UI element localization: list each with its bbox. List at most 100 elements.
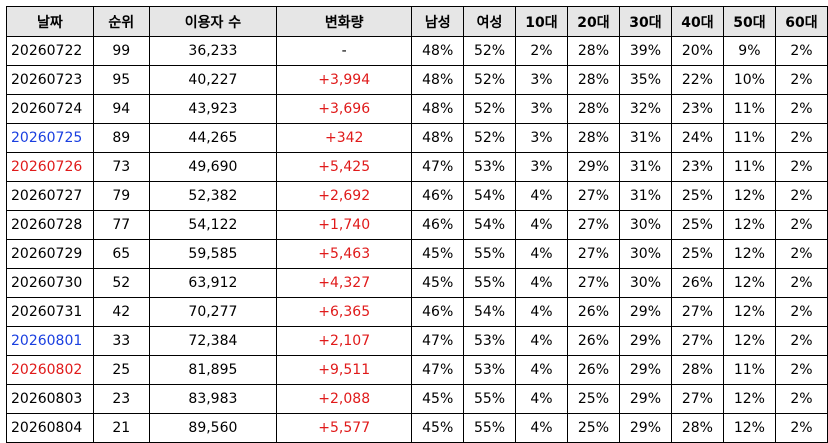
percent-cell: 26% <box>566 297 620 327</box>
percent-cell: 12% <box>722 268 776 298</box>
percent-cell: 4% <box>514 413 568 443</box>
percent-cell: 11% <box>722 355 776 385</box>
percent-cell: 53% <box>463 326 516 356</box>
percent-cell: 53% <box>463 355 516 385</box>
table-row: 20260725 89 44,265 +342 48% 52% 3% 28% 31% 24% 11%… <box>6 123 828 153</box>
percent-cell: 26% <box>566 326 620 356</box>
percent-cell: 4% <box>514 210 568 240</box>
column-header: 50대 <box>722 6 776 37</box>
percent-cell: 4% <box>514 268 568 298</box>
table-row: 20260803 23 83,983 +2,088 45% 55% 4% 25% 29% 27% 1… <box>6 384 828 414</box>
percent-cell: 12% <box>722 413 776 443</box>
column-header: 20대 <box>566 6 620 37</box>
percent-cell: 31% <box>618 181 672 211</box>
percent-cell: 27% <box>670 326 724 356</box>
column-header: 남성 <box>411 6 465 37</box>
percent-cell: 4% <box>514 239 568 269</box>
percent-cell: 39% <box>618 36 672 66</box>
percent-cell: 48% <box>411 94 465 124</box>
user-count-cell: 72,384 <box>148 326 278 356</box>
date-cell: 20260727 <box>6 181 94 211</box>
stats-table-container: 날짜 순위 이용자 수 변화량 남성 여성 10대 20대 30대 40대 50대 60대 20260… <box>6 6 828 443</box>
date-cell: 20260729 <box>6 239 94 269</box>
percent-cell: 4% <box>514 181 568 211</box>
percent-cell: 4% <box>514 355 568 385</box>
rank-cell: 95 <box>92 65 150 95</box>
percent-cell: 26% <box>566 355 620 385</box>
percent-cell: 2% <box>774 326 828 356</box>
user-count-cell: 81,895 <box>148 355 278 385</box>
rank-cell: 73 <box>92 152 150 182</box>
percent-cell: 4% <box>514 384 568 414</box>
percent-cell: 28% <box>566 123 620 153</box>
percent-cell: 2% <box>774 268 828 298</box>
table-row: 20260730 52 63,912 +4,327 45% 55% 4% 27% 30% 26% 1… <box>6 268 828 298</box>
percent-cell: 3% <box>514 123 568 153</box>
change-cell: +342 <box>276 123 413 153</box>
percent-cell: 26% <box>670 268 724 298</box>
percent-cell: 29% <box>618 326 672 356</box>
percent-cell: 11% <box>722 152 776 182</box>
percent-cell: 27% <box>566 181 620 211</box>
percent-cell: 4% <box>514 297 568 327</box>
percent-cell: 52% <box>463 65 516 95</box>
percent-cell: 55% <box>463 413 516 443</box>
percent-cell: 48% <box>411 65 465 95</box>
percent-cell: 9% <box>722 36 776 66</box>
date-cell: 20260724 <box>6 94 94 124</box>
percent-cell: 30% <box>618 268 672 298</box>
user-count-cell: 44,265 <box>148 123 278 153</box>
percent-cell: 28% <box>670 355 724 385</box>
column-header: 변화량 <box>276 6 413 37</box>
daily-user-stats-table: 날짜 순위 이용자 수 변화량 남성 여성 10대 20대 30대 40대 50대 60대 20260… <box>6 6 828 443</box>
percent-cell: 46% <box>411 181 465 211</box>
rank-cell: 79 <box>92 181 150 211</box>
percent-cell: 45% <box>411 268 465 298</box>
percent-cell: 2% <box>774 36 828 66</box>
percent-cell: 2% <box>774 65 828 95</box>
percent-cell: 3% <box>514 65 568 95</box>
date-cell: 20260726 <box>6 152 94 182</box>
percent-cell: 46% <box>411 297 465 327</box>
percent-cell: 28% <box>670 413 724 443</box>
percent-cell: 54% <box>463 210 516 240</box>
user-count-cell: 59,585 <box>148 239 278 269</box>
percent-cell: 2% <box>774 152 828 182</box>
rank-cell: 52 <box>92 268 150 298</box>
change-cell: +3,994 <box>276 65 413 95</box>
percent-cell: 25% <box>566 384 620 414</box>
percent-cell: 47% <box>411 152 465 182</box>
date-cell: 20260801 <box>6 326 94 356</box>
percent-cell: 12% <box>722 384 776 414</box>
percent-cell: 2% <box>774 94 828 124</box>
change-cell: - <box>276 36 413 66</box>
percent-cell: 29% <box>618 355 672 385</box>
percent-cell: 55% <box>463 268 516 298</box>
percent-cell: 27% <box>566 268 620 298</box>
percent-cell: 12% <box>722 181 776 211</box>
date-cell: 20260730 <box>6 268 94 298</box>
percent-cell: 54% <box>463 297 516 327</box>
percent-cell: 53% <box>463 152 516 182</box>
rank-cell: 21 <box>92 413 150 443</box>
percent-cell: 54% <box>463 181 516 211</box>
percent-cell: 11% <box>722 123 776 153</box>
change-cell: +3,696 <box>276 94 413 124</box>
date-cell: 20260802 <box>6 355 94 385</box>
percent-cell: 45% <box>411 413 465 443</box>
percent-cell: 4% <box>514 326 568 356</box>
column-header: 30대 <box>618 6 672 37</box>
percent-cell: 30% <box>618 210 672 240</box>
percent-cell: 55% <box>463 239 516 269</box>
change-cell: +2,107 <box>276 326 413 356</box>
user-count-cell: 36,233 <box>148 36 278 66</box>
percent-cell: 11% <box>722 94 776 124</box>
table-row: 20260804 21 89,560 +5,577 45% 55% 4% 25% 29% 28% 1… <box>6 413 828 443</box>
change-cell: +9,511 <box>276 355 413 385</box>
rank-cell: 65 <box>92 239 150 269</box>
date-cell: 20260804 <box>6 413 94 443</box>
table-header-row: 날짜 순위 이용자 수 변화량 남성 여성 10대 20대 30대 40대 50대 60대 <box>6 6 828 37</box>
percent-cell: 23% <box>670 152 724 182</box>
column-header: 여성 <box>463 6 516 37</box>
user-count-cell: 70,277 <box>148 297 278 327</box>
